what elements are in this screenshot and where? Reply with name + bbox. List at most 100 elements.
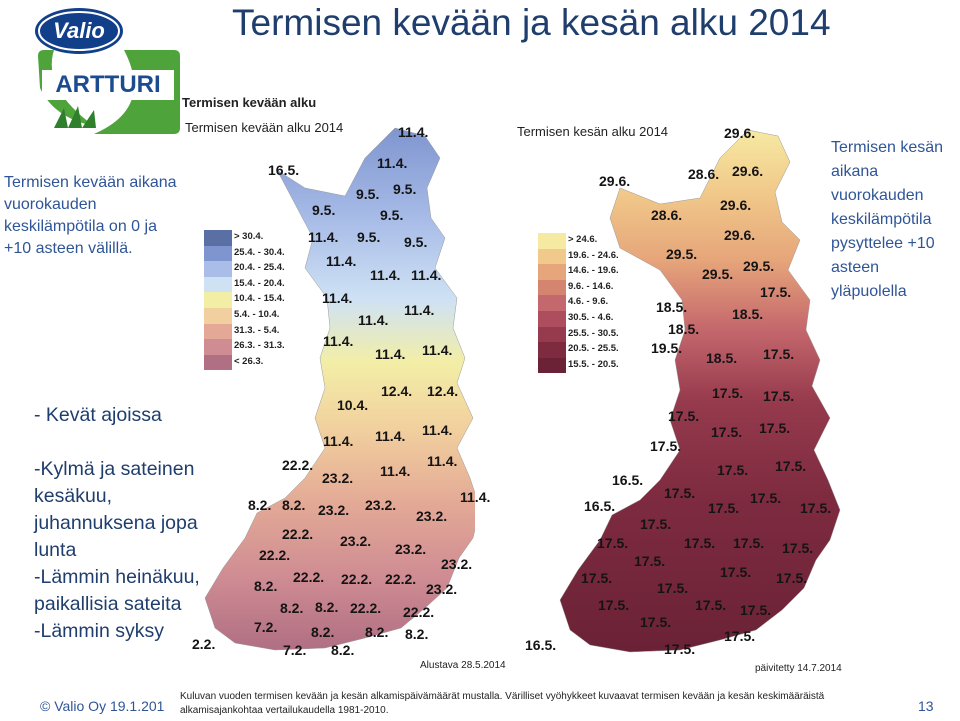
summer-date-label: 16.5. xyxy=(612,472,644,488)
summer-legend-label: 19.6. - 24.6. xyxy=(568,249,619,261)
summer-date-label: 17.5. xyxy=(640,516,672,532)
spring-date-label: 11.4. xyxy=(322,290,353,306)
spring-date-label: 23.2. xyxy=(395,541,427,557)
spring-date-label: 22.2. xyxy=(350,600,382,616)
summer-date-label: 17.5. xyxy=(684,535,716,551)
summer-date-label: 17.5. xyxy=(760,284,792,300)
spring-date-label: 22.2. xyxy=(282,457,314,473)
spring-date-label: 2.2. xyxy=(192,636,216,652)
summer-legend-label: 14.6. - 19.6. xyxy=(568,265,619,277)
artturi-logo-text: ARTTURI xyxy=(55,71,160,98)
summer-date-label: 19.5. xyxy=(651,340,683,356)
spring-legend-label: 5.4. - 10.4. xyxy=(234,308,280,320)
spring-date-label: 11.4. xyxy=(411,267,442,283)
spring-date-label: 11.4. xyxy=(422,342,453,358)
spring-legend: > 30.4. 25.4. - 30.4. 20.4. - 25.4. 15.4… xyxy=(204,230,285,371)
summer-date-label: 18.5. xyxy=(706,350,738,366)
spring-legend-label: > 30.4. xyxy=(234,231,264,242)
summer-map xyxy=(559,129,841,653)
summer-date-label: 28.6. xyxy=(651,207,683,223)
spring-map-heading: Termisen kevään alku xyxy=(182,95,317,110)
summer-date-label: 17.5. xyxy=(657,580,689,596)
spring-date-label: 16.5. xyxy=(268,162,300,178)
summer-date-label: 17.5. xyxy=(775,458,807,474)
spring-finland-shape xyxy=(204,127,475,651)
summer-date-label: 17.5. xyxy=(712,385,744,401)
weather-summary-list: - Kevät ajoissa -Kylmä ja sateinen kesäk… xyxy=(34,402,229,645)
spring-date-label: 11.4. xyxy=(422,422,453,438)
spring-date-label: 22.2. xyxy=(259,547,291,563)
summer-date-label: 29.6. xyxy=(599,173,631,189)
spring-date-label: 9.5. xyxy=(356,186,380,202)
spring-legend-swatch: < 26.3. xyxy=(204,354,263,371)
summary-line: lunta xyxy=(34,539,77,561)
spring-legend-swatch: 5.4. - 10.4. xyxy=(204,307,279,324)
summer-date-label: 29.6. xyxy=(720,197,752,213)
spring-legend-swatch: > 30.4. xyxy=(204,230,263,246)
summer-legend-swatch: 4.6. - 9.6. xyxy=(538,295,608,311)
spring-date-label: 8.2. xyxy=(405,626,429,642)
spring-legend-label: < 26.3. xyxy=(234,355,264,367)
spring-definition-note: Termisen kevään aikana vuorokauden keski… xyxy=(4,174,177,257)
summer-date-label: 17.5. xyxy=(668,408,700,424)
spring-date-label: 8.2. xyxy=(311,624,335,640)
summary-line: - Kevät ajoissa xyxy=(34,404,162,426)
spring-date-label: 8.2. xyxy=(280,600,304,616)
summer-definition-note: Termisen kesän aikana vuorokauden keskil… xyxy=(831,139,944,300)
summer-date-label: 17.5. xyxy=(640,614,672,630)
spring-map-subtitle: Termisen kevään alku 2014 xyxy=(185,120,344,135)
spring-map xyxy=(204,127,475,651)
summer-date-label: 17.5. xyxy=(717,462,749,478)
summer-date-label: 17.5. xyxy=(597,535,629,551)
summer-date-label: 18.5. xyxy=(656,299,688,315)
summer-date-label: 17.5. xyxy=(724,628,756,644)
summer-date-label: 17.5. xyxy=(759,420,791,436)
summer-legend-label: 9.6. - 14.6. xyxy=(568,280,614,292)
spring-date-label: 7.2. xyxy=(254,619,278,635)
summary-line: -Lämmin heinäkuu, xyxy=(34,566,200,588)
summer-date-label: 17.5. xyxy=(733,535,765,551)
spring-date-label: 11.4. xyxy=(380,463,411,479)
spring-date-label: 11.4. xyxy=(427,453,458,469)
summer-legend-swatch: 20.5. - 25.5. xyxy=(538,342,619,358)
summer-date-label: 17.5. xyxy=(750,490,782,506)
spring-date-label: 22.2. xyxy=(403,604,435,620)
spring-legend-label: 15.4. - 20.4. xyxy=(234,277,285,289)
summer-date-label: 17.5. xyxy=(776,570,808,586)
summer-date-label: 17.5. xyxy=(763,388,795,404)
spring-date-label: 10.4. xyxy=(337,397,369,413)
spring-date-label: 23.2. xyxy=(416,508,448,524)
spring-legend-swatch: 25.4. - 30.4. xyxy=(204,245,285,262)
summer-legend-label: 30.5. - 4.6. xyxy=(568,311,614,323)
summer-finland-shape xyxy=(559,129,841,653)
summer-date-label: 29.5. xyxy=(702,266,734,282)
valio-logo-text: Valio xyxy=(53,18,105,43)
summer-date-label: 29.5. xyxy=(666,246,698,262)
summer-date-label: 17.5. xyxy=(664,485,696,501)
summer-date-label: 18.5. xyxy=(732,306,764,322)
spring-date-label: 11.4. xyxy=(460,489,491,505)
summer-date-label: 17.5. xyxy=(800,500,832,516)
artturi-logo: ARTTURI xyxy=(34,48,184,136)
summer-date-label: 17.5. xyxy=(740,602,772,618)
spring-legend-label: 26.3. - 31.3. xyxy=(234,340,285,352)
summer-legend-label: 25.5. - 30.5. xyxy=(568,327,619,339)
spring-date-label: 8.2. xyxy=(331,642,355,658)
spring-date-label: 11.4. xyxy=(358,312,389,328)
summer-legend-swatch: 9.6. - 14.6. xyxy=(538,279,613,296)
spring-legend-label: 25.4. - 30.4. xyxy=(234,246,285,258)
valio-logo: Valio xyxy=(34,6,124,56)
spring-date-label: 9.5. xyxy=(380,207,404,223)
spring-date-label: 23.2. xyxy=(365,497,397,513)
spring-date-label: 9.5. xyxy=(357,229,381,245)
summer-legend-label: 20.5. - 25.5. xyxy=(568,343,619,355)
spring-date-label: 22.2. xyxy=(293,569,325,585)
spring-date-label: 23.2. xyxy=(322,470,354,486)
spring-legend-label: 10.4. - 15.4. xyxy=(234,293,285,305)
spring-legend-label: 20.4. - 25.4. xyxy=(234,262,285,274)
summer-date-label: 17.5. xyxy=(782,540,814,556)
summer-date-label: 17.5. xyxy=(720,564,752,580)
spring-date-label: 9.5. xyxy=(393,181,417,197)
summer-date-label: 17.5. xyxy=(581,570,613,586)
summer-date-label: 29.6. xyxy=(724,227,756,243)
